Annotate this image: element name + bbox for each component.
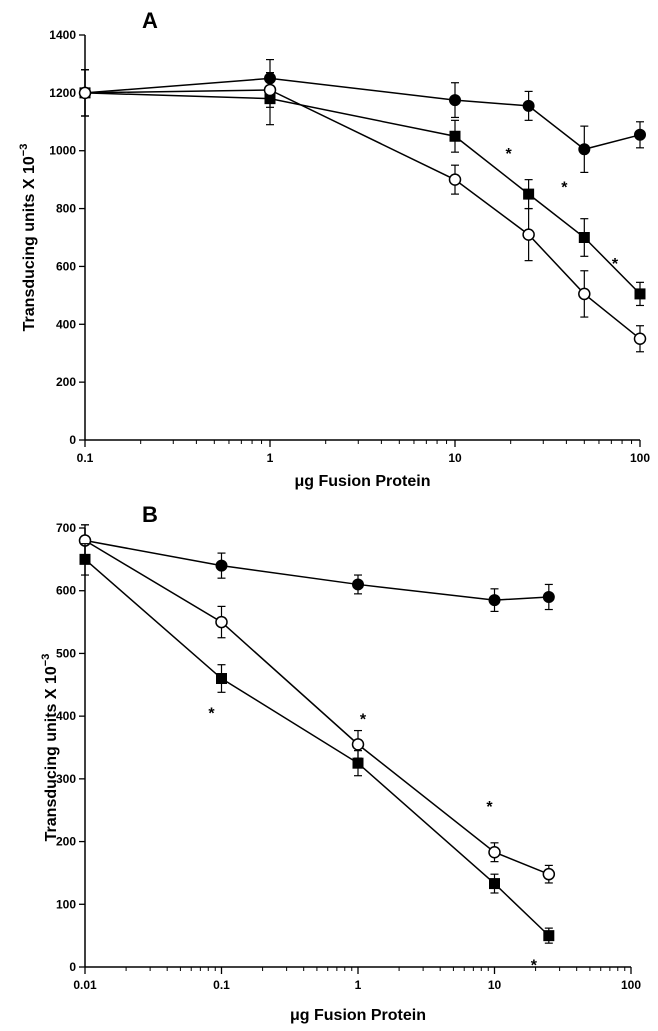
- series-line-filled-circle: [84, 539, 549, 601]
- data-point-filled-square: [352, 757, 364, 769]
- significance-mark: *: [360, 711, 367, 728]
- y-tick-label: 600: [56, 259, 76, 273]
- y-axis-label: Transducing units X 10−3: [18, 144, 38, 332]
- data-point-filled-square: [543, 930, 555, 942]
- y-axis-label: Transducing units X 10−3: [40, 654, 60, 842]
- y-axis-label-superscript: −3: [18, 144, 30, 157]
- series-line-filled-circle: [84, 77, 641, 151]
- y-tick-label: 1400: [49, 28, 76, 42]
- data-point-filled-circle: [578, 143, 591, 156]
- significance-mark: *: [561, 180, 568, 197]
- y-tick-label: 200: [56, 835, 76, 849]
- data-point-open-circle: [448, 173, 462, 186]
- panel-letter: A: [142, 8, 158, 33]
- x-tick-label: 1: [355, 978, 362, 992]
- y-tick-label: 600: [56, 584, 76, 598]
- x-tick-label: 0.01: [73, 978, 97, 992]
- y-tick-label: 200: [56, 375, 76, 389]
- y-tick-label: 300: [56, 772, 76, 786]
- data-point-filled-circle: [542, 590, 555, 603]
- y-tick-label: 1200: [49, 86, 76, 100]
- data-point-filled-circle: [449, 94, 461, 107]
- x-axis-label: μg Fusion Protein: [294, 473, 430, 490]
- panel-b: 0.01 0.1 1 10 100 0 100 200 300 400 500 600 700 Bμg F…: [40, 502, 641, 1024]
- data-point-filled-circle: [215, 559, 228, 572]
- y-tick-label: 700: [56, 521, 76, 535]
- significance-mark: *: [612, 256, 619, 273]
- series-line-filled-square: [84, 558, 550, 937]
- significance-mark: *: [208, 706, 215, 723]
- data-point-filled-circle: [488, 594, 501, 607]
- data-point-filled-square: [216, 673, 227, 685]
- data-point-open-circle: [351, 738, 365, 751]
- x-tick-label: 10: [488, 978, 502, 992]
- data-point-filled-square: [489, 878, 500, 890]
- data-point-open-circle: [78, 86, 92, 100]
- y-tick-label: 500: [56, 646, 76, 660]
- y-tick-label: 0: [69, 433, 76, 447]
- x-tick-label: 1: [267, 451, 274, 465]
- y-tick-label: 100: [56, 897, 76, 911]
- data-point-filled-square: [523, 188, 535, 200]
- data-point-filled-square: [634, 288, 646, 300]
- x-tick-label: 10: [448, 451, 462, 465]
- data-point-filled-circle: [522, 99, 535, 112]
- data-point-open-circle: [488, 845, 501, 859]
- y-tick-label: 0: [69, 960, 76, 974]
- y-axis-label-main: Transducing units X 10: [21, 156, 38, 331]
- significance-mark: *: [506, 146, 513, 163]
- y-tick-label: 1000: [49, 144, 76, 158]
- data-point-filled-square: [79, 553, 91, 565]
- data-point-open-circle: [215, 615, 228, 629]
- x-tick-label: 0.1: [213, 978, 230, 992]
- x-tick-label: 0.1: [77, 451, 94, 465]
- series-line-open-circle: [84, 539, 550, 875]
- x-axis-label: μg Fusion Protein: [290, 1007, 426, 1024]
- y-axis-label-main: Transducing units X 10: [43, 666, 60, 841]
- series-line-open-circle: [84, 89, 641, 340]
- panel-letter: B: [142, 502, 158, 527]
- y-axis-label-superscript: −3: [40, 654, 52, 667]
- series-line-filled-square: [84, 92, 641, 295]
- data-point-filled-circle: [352, 578, 364, 591]
- data-point-open-circle: [542, 867, 556, 881]
- y-tick-label: 400: [56, 709, 76, 723]
- x-tick-label: 100: [621, 978, 641, 992]
- significance-mark: *: [486, 799, 493, 816]
- data-point-open-circle: [263, 83, 277, 97]
- data-point-filled-square: [578, 232, 590, 243]
- data-point-filled-circle: [634, 128, 646, 141]
- data-point-filled-square: [449, 130, 461, 142]
- y-tick-label: 400: [56, 317, 76, 331]
- x-tick-label: 100: [630, 451, 650, 465]
- y-tick-label: 800: [56, 202, 76, 216]
- data-point-open-circle: [522, 228, 535, 241]
- data-point-open-circle: [633, 332, 647, 345]
- significance-mark: *: [531, 958, 538, 975]
- data-point-open-circle: [578, 287, 591, 301]
